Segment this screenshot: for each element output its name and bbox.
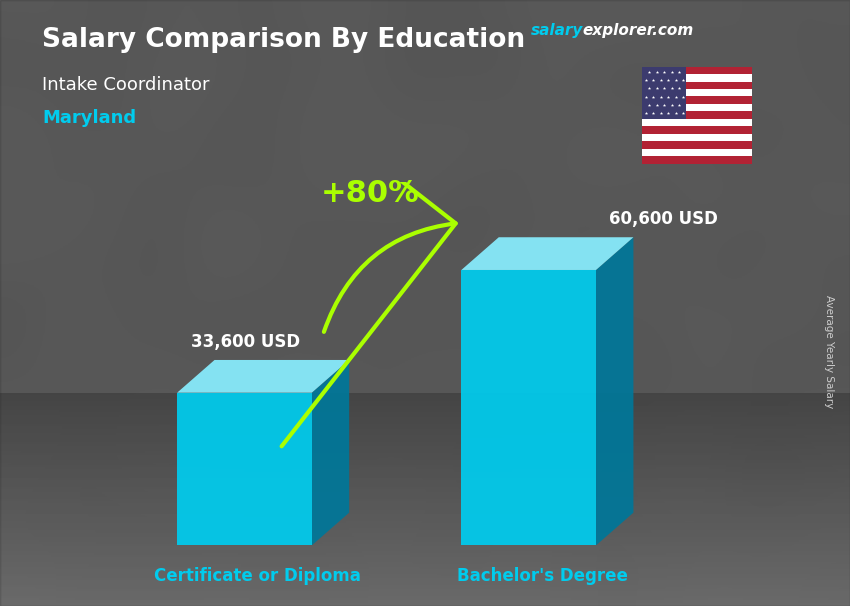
Polygon shape xyxy=(312,360,349,545)
Bar xyxy=(642,67,752,74)
Bar xyxy=(462,270,596,545)
Bar xyxy=(642,74,752,82)
Bar xyxy=(642,82,752,89)
Bar xyxy=(642,148,752,156)
Text: 60,600 USD: 60,600 USD xyxy=(609,210,718,228)
Bar xyxy=(642,141,752,148)
Polygon shape xyxy=(462,238,633,270)
Bar xyxy=(642,119,752,126)
Text: Bachelor's Degree: Bachelor's Degree xyxy=(456,567,627,585)
Text: salary: salary xyxy=(531,23,584,38)
Polygon shape xyxy=(596,238,633,545)
Text: Maryland: Maryland xyxy=(42,109,137,127)
Text: Intake Coordinator: Intake Coordinator xyxy=(42,76,210,94)
Bar xyxy=(642,89,752,96)
Text: Certificate or Diploma: Certificate or Diploma xyxy=(155,567,361,585)
Text: +80%: +80% xyxy=(320,179,419,208)
Bar xyxy=(642,104,752,112)
Text: 33,600 USD: 33,600 USD xyxy=(190,333,300,351)
Text: Average Yearly Salary: Average Yearly Salary xyxy=(824,295,834,408)
Bar xyxy=(177,393,312,545)
FancyArrowPatch shape xyxy=(233,49,456,446)
Bar xyxy=(642,67,686,119)
Text: Salary Comparison By Education: Salary Comparison By Education xyxy=(42,27,525,53)
Bar xyxy=(642,96,752,104)
Text: explorer.com: explorer.com xyxy=(582,23,694,38)
Bar xyxy=(642,156,752,164)
Polygon shape xyxy=(177,360,349,393)
Bar xyxy=(642,112,752,119)
Bar xyxy=(642,126,752,134)
Bar xyxy=(642,134,752,141)
